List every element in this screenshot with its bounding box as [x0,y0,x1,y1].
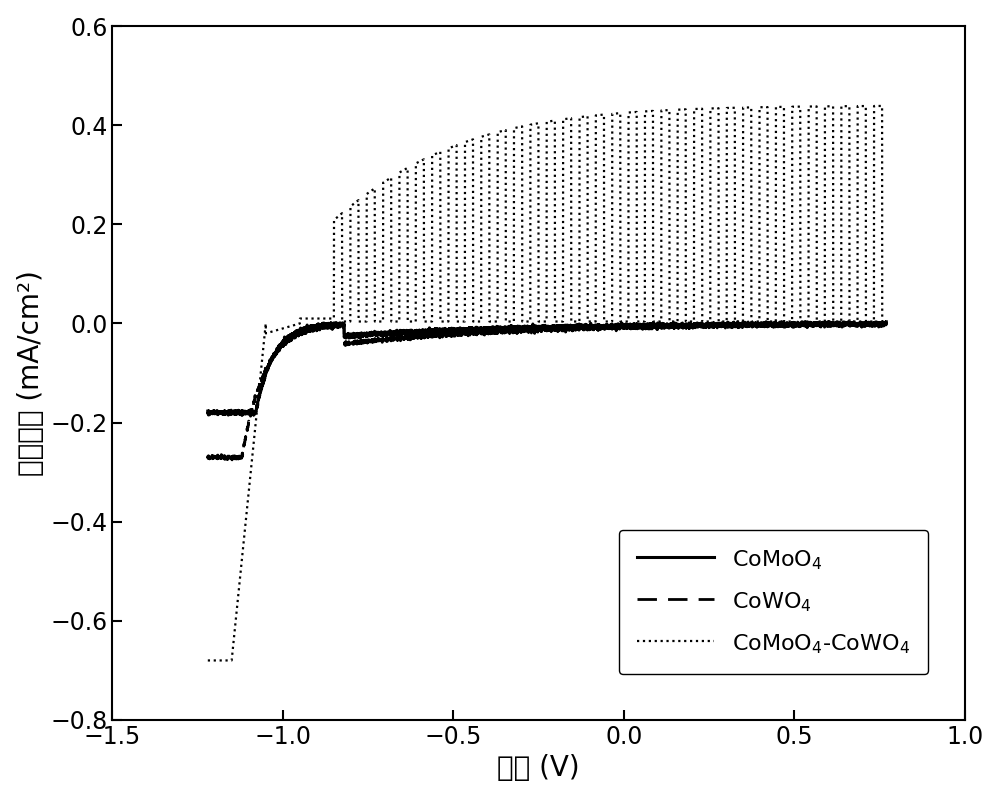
CoMoO$_4$ [461,325,473,335]
CoMoO$_4$-CoWO$_4$ [876,101,888,111]
CoMoO$_4$ [880,317,892,327]
Line: CoWO$_4$: CoWO$_4$ [208,321,886,460]
Line: CoMoO$_4$: CoMoO$_4$ [208,321,886,415]
CoMoO$_4$-CoWO$_4$ [202,656,214,666]
X-axis label: 电位 (V): 电位 (V) [497,754,580,782]
CoWO$_4$ [461,330,473,340]
CoMoO$_4$ [609,323,621,332]
CoWO$_4$ [325,323,337,332]
CoMoO$_4$-CoWO$_4$ [325,314,337,324]
CoMoO$_4$-CoWO$_4$ [760,102,772,112]
CoMoO$_4$-CoWO$_4$ [643,106,655,116]
Y-axis label: 电流密度 (mA/cm²): 电流密度 (mA/cm²) [17,270,45,476]
CoMoO$_4$ [823,316,835,326]
CoWO$_4$ [226,455,238,465]
Legend: CoMoO$_4$, CoWO$_4$, CoMoO$_4$-CoWO$_4$: CoMoO$_4$, CoWO$_4$, CoMoO$_4$-CoWO$_4$ [619,530,928,674]
CoWO$_4$ [202,453,214,463]
CoWO$_4$ [777,316,789,326]
CoMoO$_4$ [708,320,720,329]
CoWO$_4$ [609,322,621,332]
CoMoO$_4$ [643,322,655,332]
CoWO$_4$ [643,323,655,332]
CoMoO$_4$ [236,411,248,420]
CoMoO$_4$ [760,320,772,329]
CoWO$_4$ [880,321,892,331]
CoMoO$_4$ [202,406,214,415]
CoMoO$_4$-CoWO$_4$ [461,137,473,146]
CoMoO$_4$-CoWO$_4$ [609,109,621,118]
CoMoO$_4$ [325,320,337,330]
Line: CoMoO$_4$-CoWO$_4$: CoMoO$_4$-CoWO$_4$ [208,106,886,661]
CoWO$_4$ [760,320,772,329]
CoMoO$_4$-CoWO$_4$ [880,316,892,326]
CoWO$_4$ [708,321,720,331]
CoMoO$_4$-CoWO$_4$ [708,104,720,113]
